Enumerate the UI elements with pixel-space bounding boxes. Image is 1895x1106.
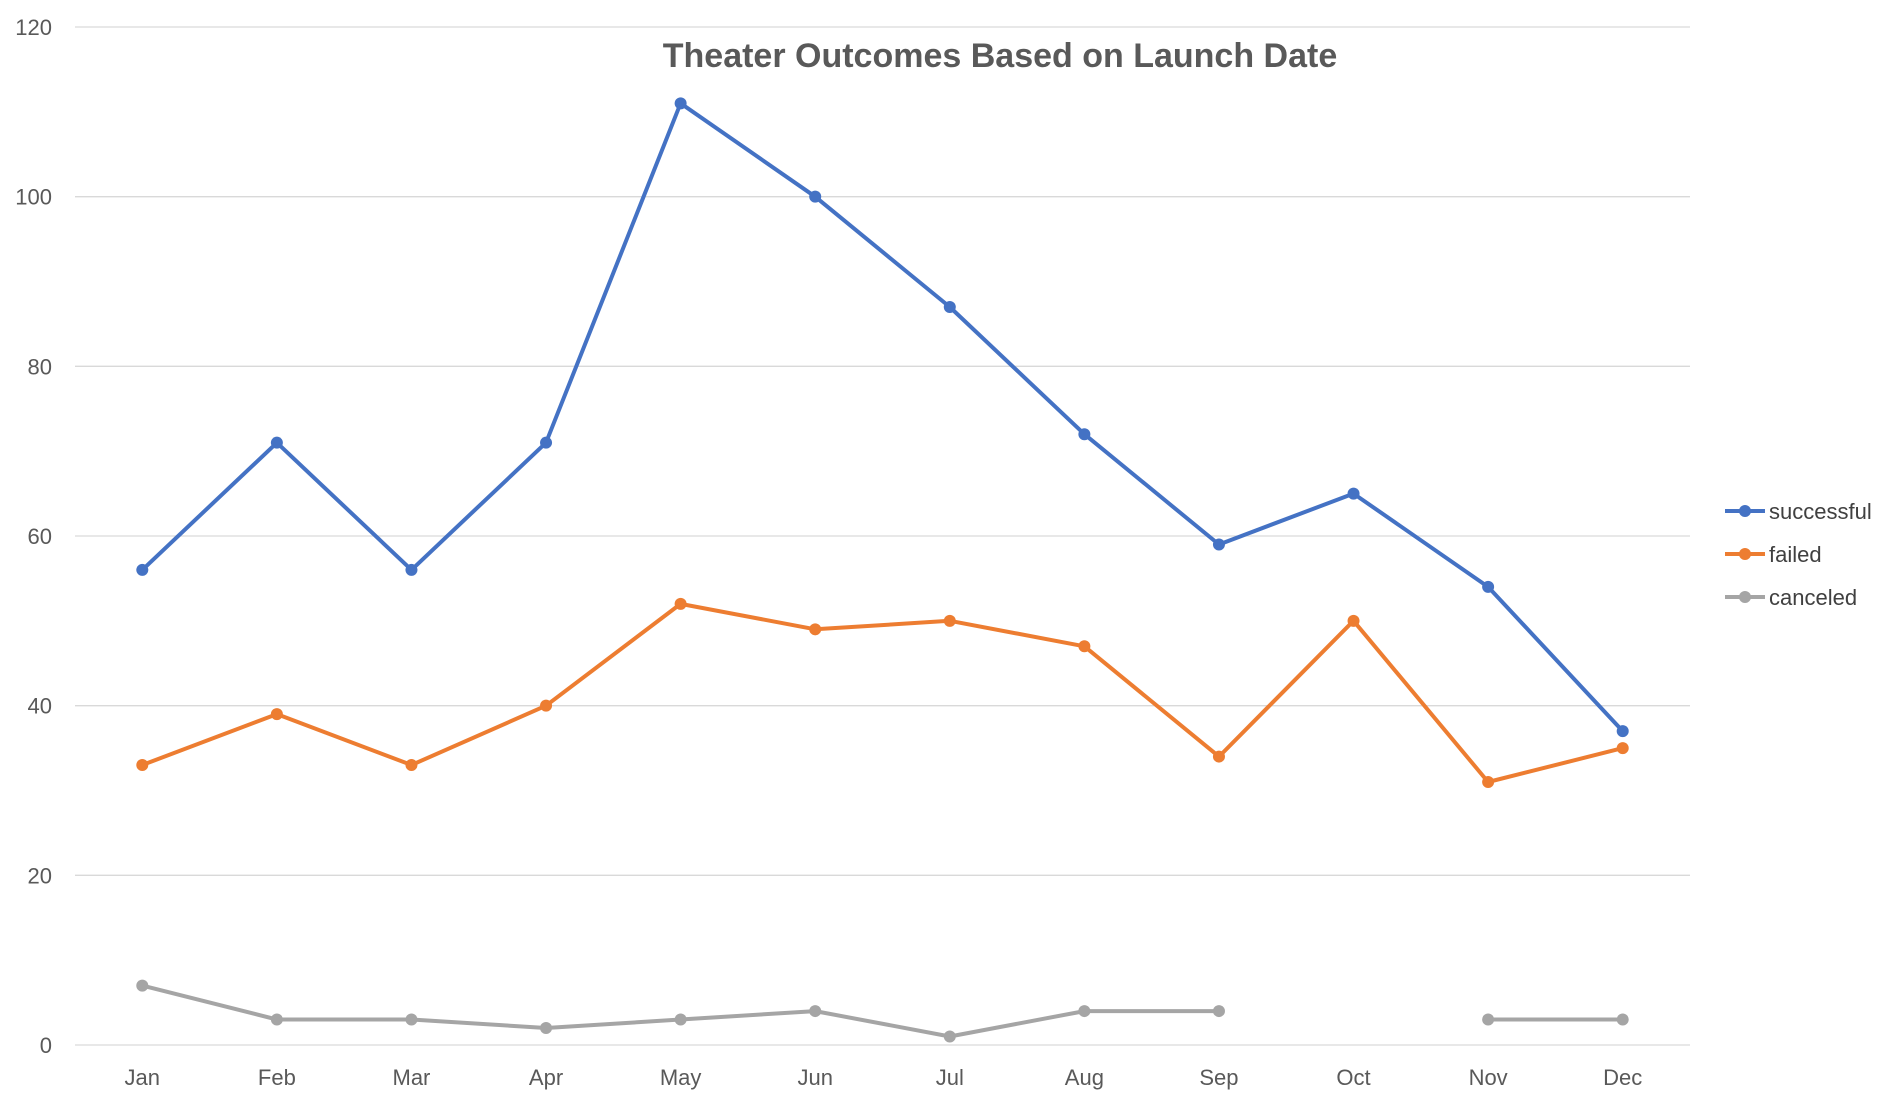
series-failed [136,597,1629,789]
data-point-successful-nov [1482,580,1495,593]
legend-swatch-marker [1739,505,1751,517]
legend-item-canceled: canceled [1725,585,1857,610]
data-point-failed-jul [943,614,956,627]
data-point-failed-sep [1212,750,1225,763]
y-tick-label: 0 [40,1033,52,1058]
data-point-canceled-aug [1078,1005,1091,1018]
y-tick-label: 120 [15,15,52,40]
series-line-canceled [140,983,1625,1039]
x-tick-label: Sep [1199,1065,1238,1090]
data-point-canceled-sep [1212,1005,1225,1018]
legend-label: canceled [1769,585,1857,610]
data-point-failed-feb [270,708,283,721]
gridlines [75,26,1690,1046]
series-line-failed [140,601,1625,784]
x-axis-tick-labels: Jan Feb Mar Apr May Jun Jul Aug Sep Oct Nov Dec [125,1065,1643,1090]
x-tick-label: Dec [1603,1065,1642,1090]
data-point-successful-apr [540,436,553,449]
data-point-successful-feb [270,436,283,449]
data-point-failed-jun [809,623,822,636]
data-point-successful-oct [1347,487,1360,500]
x-tick-label: Apr [529,1065,563,1090]
y-tick-label: 100 [15,185,52,210]
data-point-successful-sep [1212,538,1225,551]
data-point-canceled-jun [809,1005,822,1018]
x-tick-label: Aug [1065,1065,1104,1090]
x-tick-label: Oct [1336,1065,1370,1090]
data-point-failed-apr [540,699,553,712]
y-tick-label: 80 [28,354,52,379]
data-point-successful-jul [943,300,956,313]
data-point-failed-mar [405,759,418,772]
data-point-canceled-mar [405,1013,418,1026]
chart-title: Theater Outcomes Based on Launch Date [663,37,1338,75]
legend-swatch-marker [1739,591,1751,603]
y-tick-label: 40 [28,694,52,719]
x-tick-label: Nov [1469,1065,1508,1090]
data-point-canceled-jul [943,1030,956,1043]
data-point-failed-dec [1616,742,1629,755]
legend-label: failed [1769,542,1822,567]
data-point-canceled-jan [136,979,149,992]
data-point-successful-mar [405,563,418,576]
y-tick-label: 20 [28,863,52,888]
series-lines [136,97,1629,1043]
y-tick-label: 60 [28,524,52,549]
legend-item-failed: failed [1725,542,1822,567]
data-point-canceled-feb [270,1013,283,1026]
legend-swatch-marker [1739,548,1751,560]
x-tick-label: May [660,1065,702,1090]
series-successful [136,97,1629,738]
data-point-failed-nov [1482,776,1495,789]
data-point-failed-jan [136,759,149,772]
y-axis-tick-labels: 0 20 40 60 80 100 120 [15,15,52,1058]
legend: successful failed canceled [1725,499,1872,610]
data-point-canceled-nov [1482,1013,1495,1026]
legend-label: successful [1769,499,1872,524]
x-tick-label: Jun [797,1065,832,1090]
data-point-failed-may [674,597,687,610]
series-canceled [136,979,1629,1043]
legend-item-successful: successful [1725,499,1872,524]
data-point-successful-aug [1078,428,1091,441]
data-point-failed-aug [1078,640,1091,653]
data-point-successful-dec [1616,725,1629,738]
data-point-canceled-apr [540,1022,553,1035]
data-point-canceled-dec [1616,1013,1629,1026]
data-point-successful-jun [809,190,822,203]
x-tick-label: Jan [125,1065,160,1090]
data-point-canceled-may [674,1013,687,1026]
series-line-successful [140,101,1625,734]
data-point-failed-oct [1347,614,1360,627]
x-tick-label: Jul [936,1065,964,1090]
data-point-successful-jan [136,563,149,576]
data-point-successful-may [674,97,687,110]
x-tick-label: Feb [258,1065,296,1090]
x-tick-label: Mar [393,1065,431,1090]
